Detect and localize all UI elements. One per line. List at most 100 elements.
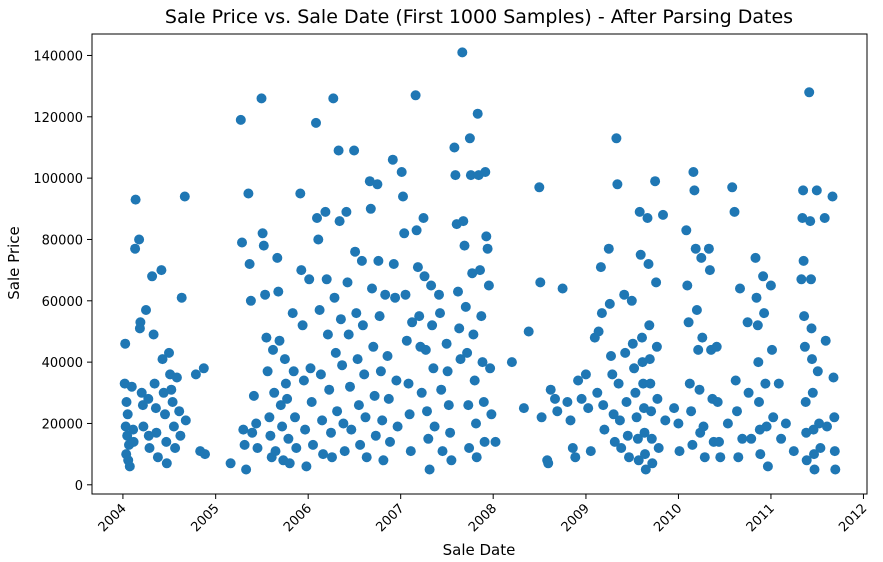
data-point (403, 378, 414, 389)
data-point (378, 455, 389, 466)
data-point (807, 354, 817, 365)
data-point (296, 265, 307, 276)
data-point (627, 338, 638, 349)
data-point (624, 452, 634, 463)
data-point (455, 354, 466, 365)
data-point (570, 452, 581, 463)
data-point (639, 427, 650, 438)
data-point (400, 289, 411, 300)
data-point (179, 191, 190, 202)
data-point (341, 206, 352, 217)
data-point (273, 286, 284, 297)
data-point (573, 375, 584, 386)
data-point (742, 317, 753, 328)
data-point (652, 393, 663, 404)
y-axis-title: Sale Price (5, 226, 23, 299)
data-point (477, 357, 488, 368)
data-point (277, 421, 288, 432)
data-point (468, 329, 479, 340)
data-point (332, 406, 343, 417)
data-point (353, 400, 364, 411)
data-point (465, 170, 476, 181)
data-point (687, 439, 698, 450)
data-point (463, 400, 474, 411)
data-point (760, 378, 771, 389)
data-point (315, 369, 326, 380)
data-point (714, 436, 724, 447)
data-point (576, 393, 587, 404)
data-point (435, 308, 445, 319)
data-point (334, 216, 345, 227)
data-point (157, 354, 168, 365)
data-point (257, 228, 268, 239)
data-point (264, 412, 275, 423)
data-point (387, 154, 398, 165)
data-point (437, 446, 448, 457)
data-point (134, 234, 145, 245)
data-point (592, 387, 603, 398)
data-point (752, 320, 763, 331)
data-point (420, 344, 431, 355)
data-point (482, 243, 493, 254)
data-point (567, 443, 578, 453)
data-point (523, 326, 534, 337)
data-point (305, 363, 316, 374)
y-tick-label: 40000 (42, 356, 83, 371)
data-point (174, 406, 185, 417)
data-point (758, 271, 769, 282)
data-point (694, 384, 705, 395)
data-point (152, 452, 163, 463)
data-point (441, 338, 452, 349)
data-point (753, 357, 764, 368)
data-point (660, 415, 671, 426)
data-point (642, 213, 653, 223)
data-point (703, 243, 714, 254)
data-point (349, 145, 360, 156)
data-point (330, 347, 341, 358)
data-point (606, 351, 616, 361)
data-point (634, 206, 645, 217)
data-point (476, 311, 487, 322)
data-point (621, 397, 632, 407)
data-point (490, 436, 501, 447)
data-point (650, 176, 661, 187)
data-point (604, 298, 615, 309)
data-point (631, 412, 642, 423)
data-point (732, 406, 742, 417)
data-point (800, 397, 811, 407)
data-point (313, 234, 324, 245)
data-point (374, 311, 385, 322)
data-point (147, 271, 158, 282)
data-point (391, 375, 402, 386)
data-point (460, 301, 471, 312)
data-point (629, 363, 640, 374)
data-point (445, 427, 456, 438)
y-tick-label: 120000 (33, 111, 83, 126)
data-point (352, 354, 363, 365)
data-point (776, 433, 787, 444)
data-point (141, 305, 151, 315)
data-point (611, 133, 622, 144)
data-point (357, 320, 368, 331)
data-point (262, 366, 273, 377)
data-point (248, 390, 259, 401)
data-point (321, 274, 332, 285)
data-point (258, 240, 269, 251)
x-axis-title: Sale Date (443, 541, 516, 559)
data-point (279, 354, 290, 365)
data-point (684, 378, 695, 389)
data-point (446, 455, 457, 466)
data-point (434, 289, 444, 300)
data-point (751, 292, 762, 303)
data-point (436, 384, 447, 395)
data-point (390, 292, 401, 303)
data-point (225, 458, 236, 469)
data-point (284, 458, 295, 469)
data-point (518, 403, 529, 414)
data-point (382, 351, 393, 361)
data-point (333, 145, 344, 156)
points-layer (119, 47, 841, 475)
y-tick-label: 60000 (42, 295, 83, 310)
data-point (733, 452, 744, 463)
data-point (122, 409, 133, 420)
